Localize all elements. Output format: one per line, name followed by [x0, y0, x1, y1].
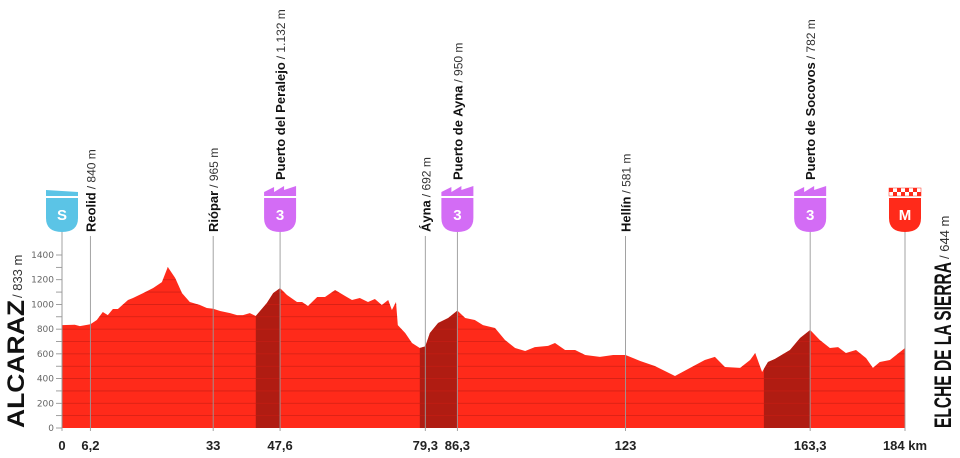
shield-text: M [899, 207, 912, 224]
checker [905, 192, 909, 196]
waypoint-elevation: / 692 m [419, 157, 433, 197]
shield-text: 3 [453, 207, 461, 224]
waypoint-elevation: / 840 m [84, 149, 98, 189]
checker [917, 192, 921, 196]
checker [901, 188, 905, 192]
checker [913, 192, 917, 196]
km-label: 6,2 [81, 438, 99, 453]
waypoint-label: Puerto de Socovos / 782 m [803, 19, 818, 180]
waypoint-elevation: / 1.132 m [274, 9, 288, 59]
category-3-climb-icon: 3 [441, 186, 474, 232]
climb-segment [255, 288, 281, 428]
checker [889, 192, 893, 196]
y-tick-label: 1200 [31, 276, 54, 286]
waypoint: 79,3 Áyna / 692 m [413, 157, 438, 453]
waypoint-label: Puerto del Peralejo / 1.132 m [273, 9, 288, 180]
checker-border [888, 187, 922, 197]
waypoint: 33 Riópar / 965 m [206, 148, 221, 453]
km-label: 86,3 [445, 438, 470, 453]
y-axis: 0 200 400 600 800 1000 1200 1400 [31, 250, 63, 434]
checker [905, 188, 909, 192]
finish-icon: M [888, 187, 922, 232]
shield-text: 3 [276, 207, 284, 224]
y-tick-label: 1000 [31, 300, 54, 310]
flag-top [46, 190, 78, 196]
checker [893, 188, 897, 192]
waypoint: 47,6 Puerto del Peralejo / 1.132 m 3 [264, 9, 297, 453]
waypoint-label: Puerto de Ayna / 950 m [450, 43, 465, 180]
y-tick-label: 400 [37, 375, 54, 385]
checker [897, 188, 901, 192]
shield-text: S [57, 207, 67, 224]
y-tick-label: 600 [37, 350, 54, 360]
waypoint-label: Riópar / 965 m [206, 148, 221, 232]
shield-body [46, 198, 78, 232]
km-label: 184 km [883, 438, 927, 453]
waypoint: 184 km M [883, 187, 927, 453]
waypoint-elevation: / 581 m [620, 154, 634, 194]
flag-top [794, 186, 827, 196]
checker [901, 192, 905, 196]
checker [913, 188, 917, 192]
waypoint-name: Puerto de Ayna [450, 85, 465, 180]
waypoint: 0S [46, 190, 78, 453]
category-3-climb-icon: 3 [264, 186, 297, 232]
km-label: 123 [615, 438, 637, 453]
shield-body [441, 198, 474, 232]
waypoint-name: Reolid [83, 192, 98, 232]
km-label: 0 [58, 438, 65, 453]
waypoint-name: Puerto de Socovos [803, 62, 818, 180]
waypoint-label: Áyna / 692 m [418, 157, 433, 232]
shield-body [794, 198, 827, 232]
finish-town-elevation: / 644 m [937, 216, 952, 259]
waypoint-label: Reolid / 840 m [83, 149, 98, 232]
flag-top [441, 186, 474, 196]
waypoint-elevation: / 950 m [451, 43, 465, 83]
elevation-profile [62, 267, 905, 428]
checker [897, 192, 901, 196]
y-tick-label: 800 [37, 325, 54, 335]
y-tick-label: 0 [48, 424, 54, 434]
waypoint-elevation: / 965 m [207, 148, 221, 188]
checker [889, 188, 893, 192]
checker [917, 188, 921, 192]
climb-segment [419, 310, 458, 428]
y-tick-label: 1400 [31, 251, 54, 261]
waypoint: 163,3 Puerto de Socovos / 782 m 3 [794, 19, 827, 453]
waypoint: 6,2 Reolid / 840 m [81, 149, 99, 453]
y-tick-label: 200 [37, 399, 54, 409]
finish-town-label: ELCHE DE LA SIERRA [930, 262, 957, 428]
km-label: 47,6 [267, 438, 292, 453]
checker [893, 192, 897, 196]
waypoint: 123 Hellín / 581 m [615, 154, 637, 453]
shield-body [264, 198, 297, 232]
category-3-climb-icon: 3 [794, 186, 827, 232]
shield-body [889, 198, 921, 232]
km-label: 79,3 [413, 438, 438, 453]
waypoint-name: Hellín [619, 197, 634, 232]
climb-segment [763, 330, 811, 428]
checker [909, 188, 913, 192]
town-labels: ALCARAZ / 833 m ELCHE DE LA SIERRA / 644… [3, 216, 957, 428]
start-town-elevation: / 833 m [10, 255, 25, 298]
waypoint-name: Áyna [418, 199, 433, 232]
start-icon: S [46, 190, 78, 232]
km-label: 33 [206, 438, 220, 453]
waypoint-name: Riópar [206, 191, 221, 232]
km-label: 163,3 [794, 438, 827, 453]
waypoint-elevation: / 782 m [804, 19, 818, 59]
waypoint-label: Hellín / 581 m [619, 154, 634, 232]
shield-text: 3 [806, 207, 814, 224]
waypoint: 86,3 Puerto de Ayna / 950 m 3 [441, 43, 474, 453]
start-town-label: ALCARAZ [3, 300, 30, 428]
checker [909, 192, 913, 196]
waypoint-name: Puerto del Peralejo [273, 62, 288, 180]
flag-top [264, 186, 297, 196]
